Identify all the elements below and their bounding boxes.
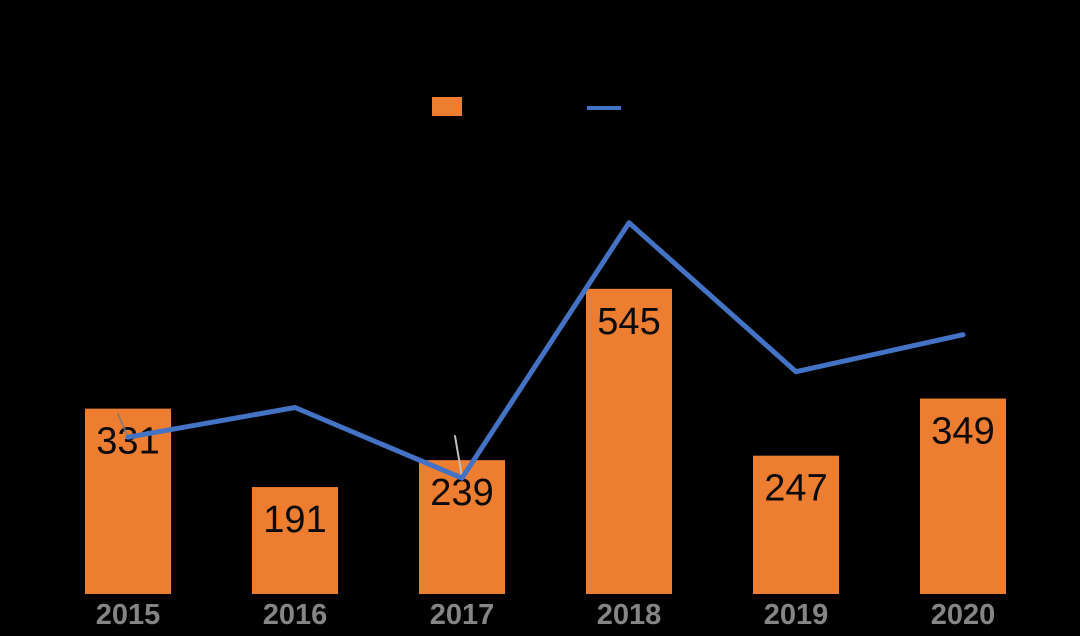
bar-value-label-2015: 331 — [96, 421, 159, 463]
x-axis: 2015 2016 2017 2018 2019 2020 — [96, 599, 996, 631]
x-axis-label-2015: 2015 — [96, 599, 161, 631]
bar-value-label-2020: 349 — [931, 411, 994, 453]
bar-2020 — [920, 398, 1006, 594]
x-axis-label-2017: 2017 — [430, 599, 495, 631]
data-label-leader-line-2017 — [454, 435, 463, 478]
bar-2016 — [252, 487, 338, 594]
legend — [432, 97, 621, 116]
x-axis-label-2020: 2020 — [931, 599, 996, 631]
x-axis-label-2019: 2019 — [764, 599, 829, 631]
legend-bar-swatch-icon — [432, 97, 462, 116]
leader-lines-layer — [117, 413, 463, 478]
x-axis-label-2018: 2018 — [597, 599, 662, 631]
bar-2017 — [419, 460, 505, 594]
bar-2019 — [753, 455, 839, 594]
bar-value-label-2018: 545 — [597, 301, 660, 343]
line-series-path — [125, 220, 966, 481]
bar-2018 — [586, 288, 672, 594]
bar-value-label-2016: 191 — [263, 499, 326, 541]
data-label-leader-line-2015 — [117, 413, 129, 438]
bar-value-label-2019: 247 — [764, 468, 827, 510]
x-axis-label-2016: 2016 — [263, 599, 328, 631]
line-series-layer — [125, 220, 966, 481]
